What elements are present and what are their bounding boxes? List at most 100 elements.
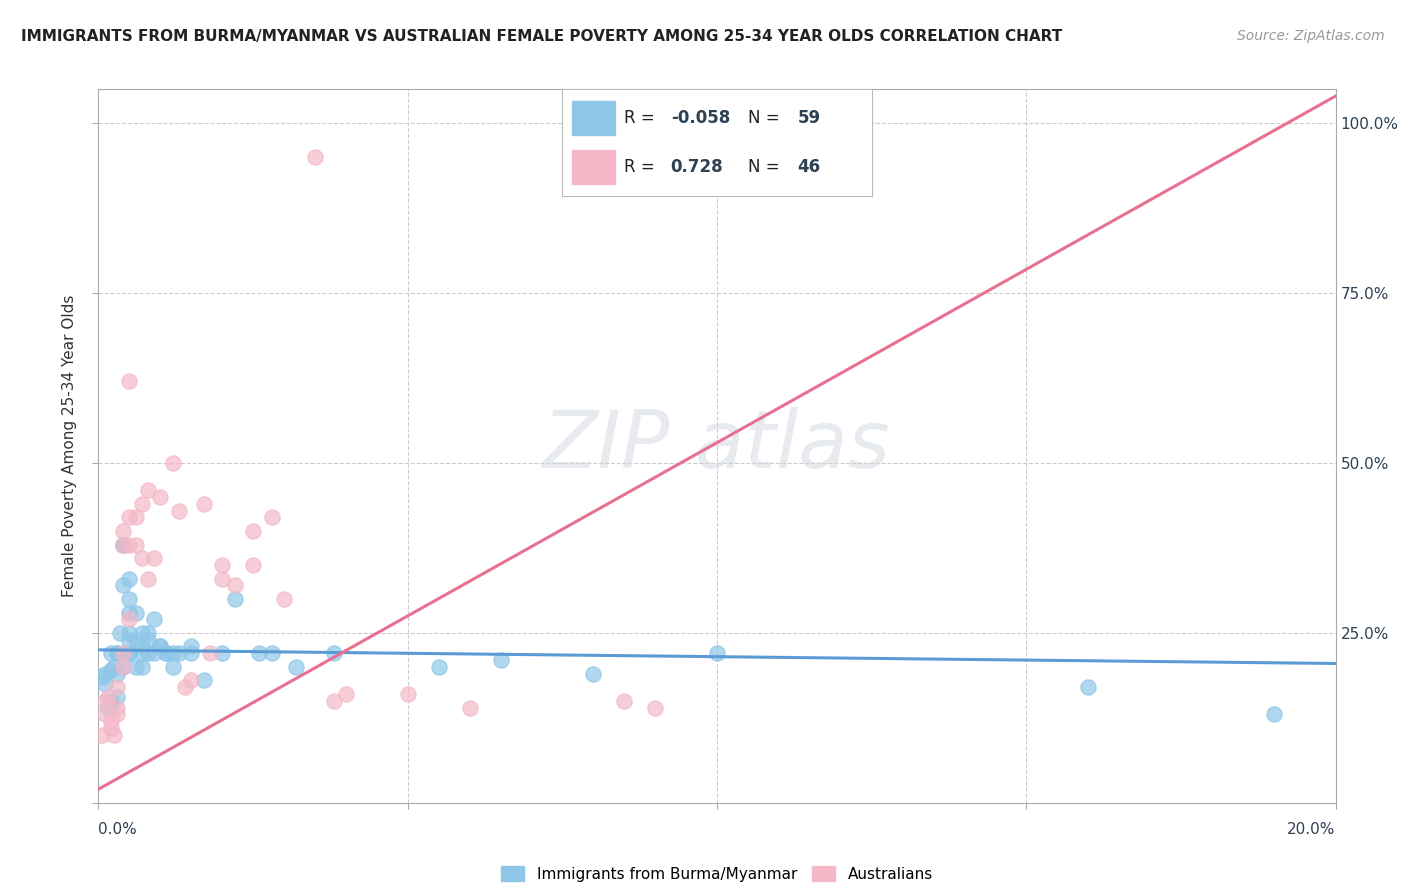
Point bbox=[136, 646, 159, 660]
Point bbox=[93, 677, 115, 691]
Point bbox=[93, 707, 115, 722]
Point bbox=[143, 551, 166, 566]
Point bbox=[335, 687, 357, 701]
Point bbox=[180, 673, 202, 688]
Point bbox=[100, 663, 122, 677]
FancyBboxPatch shape bbox=[572, 101, 614, 136]
Point bbox=[162, 646, 184, 660]
Point bbox=[105, 707, 128, 722]
Point bbox=[136, 572, 159, 586]
Point bbox=[90, 728, 112, 742]
Point bbox=[180, 646, 202, 660]
FancyBboxPatch shape bbox=[572, 150, 614, 185]
Point bbox=[211, 572, 233, 586]
Point bbox=[167, 646, 190, 660]
Point bbox=[124, 632, 146, 647]
Point bbox=[149, 640, 172, 654]
Point bbox=[1077, 680, 1099, 694]
Point bbox=[193, 673, 215, 688]
Point bbox=[242, 524, 264, 538]
Point bbox=[100, 721, 122, 735]
Point bbox=[193, 497, 215, 511]
Point bbox=[149, 490, 172, 504]
Point bbox=[224, 578, 246, 592]
Point bbox=[105, 666, 128, 681]
Point bbox=[105, 690, 128, 705]
Point bbox=[118, 572, 141, 586]
Point bbox=[118, 626, 141, 640]
Point bbox=[118, 606, 141, 620]
Point bbox=[131, 626, 153, 640]
Point bbox=[112, 646, 135, 660]
Point bbox=[131, 660, 153, 674]
Point bbox=[103, 660, 125, 674]
Point bbox=[118, 646, 141, 660]
Point bbox=[118, 612, 141, 626]
Point bbox=[198, 646, 221, 660]
Point bbox=[118, 646, 141, 660]
Text: N =: N = bbox=[748, 159, 785, 177]
Text: R =: R = bbox=[624, 109, 661, 127]
Point bbox=[131, 646, 153, 660]
Point bbox=[155, 646, 177, 660]
Point bbox=[247, 646, 270, 660]
Point bbox=[304, 150, 326, 164]
Text: ZIP atlas: ZIP atlas bbox=[543, 407, 891, 485]
Point bbox=[124, 660, 146, 674]
Point bbox=[143, 612, 166, 626]
Text: 46: 46 bbox=[797, 159, 821, 177]
Point bbox=[112, 537, 135, 551]
Point bbox=[112, 578, 135, 592]
Point bbox=[124, 606, 146, 620]
Point bbox=[112, 646, 135, 660]
Point bbox=[260, 510, 283, 524]
Point bbox=[131, 640, 153, 654]
Point bbox=[489, 653, 512, 667]
Point bbox=[1263, 707, 1285, 722]
Point bbox=[162, 456, 184, 470]
Point bbox=[124, 537, 146, 551]
Point bbox=[273, 591, 295, 606]
Point bbox=[174, 680, 197, 694]
Point bbox=[396, 687, 419, 701]
Point bbox=[124, 510, 146, 524]
Legend: Immigrants from Burma/Myanmar, Australians: Immigrants from Burma/Myanmar, Australia… bbox=[495, 860, 939, 888]
Point bbox=[155, 646, 177, 660]
Text: -0.058: -0.058 bbox=[671, 109, 730, 127]
Point bbox=[613, 694, 636, 708]
Point bbox=[167, 503, 190, 517]
Point bbox=[112, 660, 135, 674]
Point bbox=[118, 632, 141, 647]
Point bbox=[242, 558, 264, 572]
Point bbox=[136, 632, 159, 647]
Text: R =: R = bbox=[624, 159, 661, 177]
Point bbox=[97, 690, 120, 705]
Text: IMMIGRANTS FROM BURMA/MYANMAR VS AUSTRALIAN FEMALE POVERTY AMONG 25-34 YEAR OLDS: IMMIGRANTS FROM BURMA/MYANMAR VS AUSTRAL… bbox=[21, 29, 1063, 44]
Point bbox=[149, 640, 172, 654]
Text: 0.0%: 0.0% bbox=[98, 822, 138, 837]
Point bbox=[322, 646, 344, 660]
Text: 59: 59 bbox=[797, 109, 821, 127]
Point bbox=[105, 680, 128, 694]
Point bbox=[143, 646, 166, 660]
Point bbox=[100, 646, 122, 660]
Point bbox=[285, 660, 308, 674]
Point bbox=[162, 660, 184, 674]
Point bbox=[118, 375, 141, 389]
Point bbox=[211, 646, 233, 660]
Point bbox=[211, 558, 233, 572]
Y-axis label: Female Poverty Among 25-34 Year Olds: Female Poverty Among 25-34 Year Olds bbox=[62, 295, 77, 597]
Point bbox=[112, 660, 135, 674]
Point bbox=[458, 700, 481, 714]
Point bbox=[100, 694, 122, 708]
Point bbox=[118, 591, 141, 606]
Point bbox=[131, 497, 153, 511]
Point bbox=[224, 591, 246, 606]
Point bbox=[105, 700, 128, 714]
Text: 20.0%: 20.0% bbox=[1288, 822, 1336, 837]
Point bbox=[180, 640, 202, 654]
Point bbox=[582, 666, 605, 681]
Point bbox=[112, 537, 135, 551]
Point bbox=[118, 537, 141, 551]
Point bbox=[103, 728, 125, 742]
